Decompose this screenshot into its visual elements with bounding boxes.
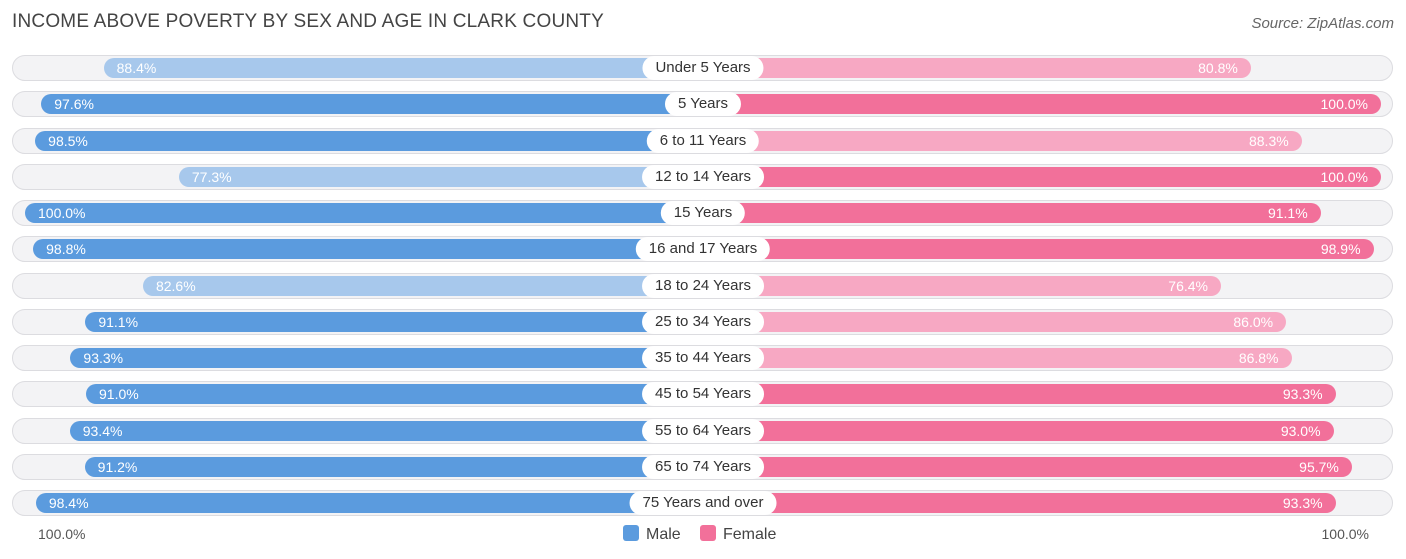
male-bar[interactable] <box>85 311 703 332</box>
male-value-label: 93.4% <box>82 422 123 439</box>
male-bar[interactable] <box>35 493 703 513</box>
category-label: 16 and 17 Years <box>635 237 771 262</box>
legend-swatch-female <box>700 525 716 541</box>
female-bar[interactable] <box>703 166 1381 187</box>
male-value-label: 98.5% <box>48 132 88 149</box>
category-label: 12 to 14 Years <box>642 164 764 189</box>
male-value-label: 88.4% <box>116 60 157 76</box>
female-bar[interactable] <box>703 493 1336 513</box>
legend-label-male: Male <box>646 526 681 543</box>
female-value-label: 95.7% <box>1299 458 1339 475</box>
female-bar[interactable] <box>703 456 1352 477</box>
male-bar[interactable] <box>33 239 703 260</box>
axis-left-label: 100.0% <box>38 526 86 542</box>
male-value-label: 91.2% <box>97 458 138 475</box>
female-value-label: 80.8% <box>1198 60 1238 76</box>
male-value-label: 91.0% <box>99 386 139 403</box>
female-value-label: 100.0% <box>1320 168 1368 185</box>
female-bar[interactable] <box>703 94 1381 115</box>
female-value-label: 88.3% <box>1248 132 1289 149</box>
male-bar[interactable] <box>70 348 703 368</box>
category-label: 75 Years and over <box>629 491 777 515</box>
female-value-label: 93.0% <box>1280 422 1321 439</box>
female-value-label: 76.4% <box>1168 277 1208 294</box>
male-value-label: 98.4% <box>48 495 89 511</box>
female-bar[interactable] <box>703 275 1221 296</box>
female-bar[interactable] <box>703 239 1374 260</box>
male-value-label: 91.1% <box>98 313 139 330</box>
axis-right-label: 100.0% <box>1321 526 1369 542</box>
category-label: 6 to 11 Years <box>646 128 760 153</box>
category-label: 55 to 64 Years <box>642 418 764 443</box>
female-bar[interactable] <box>703 311 1287 332</box>
category-label: Under 5 Years <box>642 56 764 80</box>
female-value-label: 93.3% <box>1282 386 1323 403</box>
male-bar[interactable] <box>178 166 703 187</box>
female-value-label: 86.0% <box>1233 313 1274 330</box>
female-bar[interactable] <box>703 348 1292 368</box>
chart-title: INCOME ABOVE POVERTY BY SEX AND AGE IN C… <box>12 11 604 32</box>
female-value-label: 98.9% <box>1320 241 1361 258</box>
female-bar[interactable] <box>703 420 1334 441</box>
legend-item-male[interactable]: Male <box>623 524 681 546</box>
male-bar[interactable] <box>41 94 703 115</box>
male-value-label: 77.3% <box>191 168 232 185</box>
female-value-label: 86.8% <box>1238 350 1279 366</box>
male-bar[interactable] <box>142 275 703 296</box>
category-label: 18 to 24 Years <box>642 273 764 298</box>
source-label: Source: ZipAtlas.com <box>1251 15 1394 32</box>
category-label: 35 to 44 Years <box>642 346 764 370</box>
male-bar[interactable] <box>103 58 703 78</box>
female-bar[interactable] <box>703 203 1321 223</box>
male-bar[interactable] <box>84 456 703 477</box>
category-label: 45 to 54 Years <box>642 382 764 407</box>
female-bar[interactable] <box>703 58 1251 78</box>
category-label: 25 to 34 Years <box>642 309 764 334</box>
category-label: 65 to 74 Years <box>642 454 764 479</box>
category-label: 5 Years <box>664 92 742 117</box>
category-label: 15 Years <box>660 201 746 225</box>
female-bar[interactable] <box>703 130 1302 151</box>
female-value-label: 91.1% <box>1267 205 1308 221</box>
male-value-label: 97.6% <box>54 96 94 113</box>
legend-label-female: Female <box>723 526 777 543</box>
male-value-label: 82.6% <box>155 277 196 294</box>
male-value-label: 93.3% <box>83 350 124 366</box>
male-bar[interactable] <box>86 384 703 405</box>
male-bar[interactable] <box>25 203 703 223</box>
female-bar[interactable] <box>703 384 1336 405</box>
female-value-label: 100.0% <box>1320 96 1368 113</box>
female-value-label: 93.3% <box>1282 495 1323 511</box>
male-bar[interactable] <box>69 420 703 441</box>
male-value-label: 100.0% <box>38 205 86 221</box>
legend-item-female[interactable]: Female <box>700 524 776 546</box>
legend: Male Female <box>0 524 1406 546</box>
legend-swatch-male <box>623 525 639 541</box>
male-bar[interactable] <box>35 130 703 151</box>
male-value-label: 98.8% <box>46 241 86 258</box>
